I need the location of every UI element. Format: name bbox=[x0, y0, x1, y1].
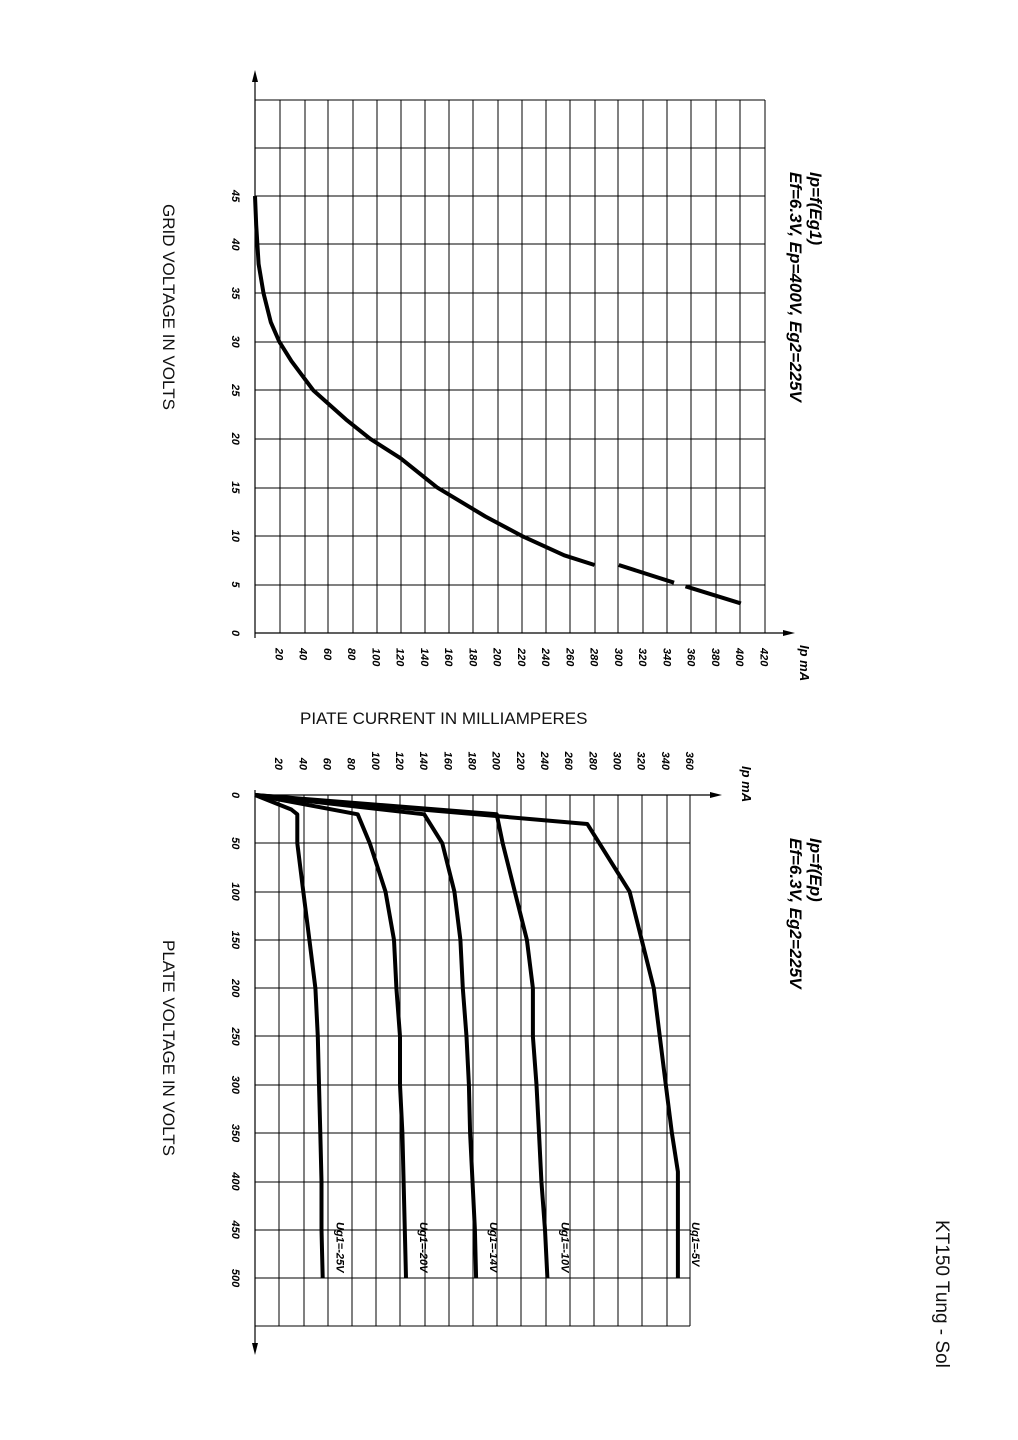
chart1-grid bbox=[254, 99, 766, 634]
c2-x-tick-label: 500 bbox=[229, 1269, 241, 1288]
chart1-x-ticks: 0 5 10 15 20 25 30 35 40 45 bbox=[229, 189, 241, 637]
chart1-subtitle: Ef=6.3V, Ep=400V, Eg2=225V bbox=[786, 172, 805, 403]
c2-series-label-0: Ug1=-5V bbox=[689, 1222, 701, 1268]
c2-y-tick-label: 280 bbox=[586, 751, 598, 771]
c2-y-tick-label: 340 bbox=[659, 752, 671, 771]
c1-y-tick-label: 160 bbox=[442, 648, 454, 667]
c2-series-label-3: Ug1=-20V bbox=[417, 1222, 429, 1274]
c2-series-label-4: Ug1=-25V bbox=[334, 1222, 346, 1274]
c2-y-tick-label: 300 bbox=[611, 752, 623, 771]
c1-x-axis-arrow-icon bbox=[252, 70, 258, 82]
c2-x-tick-label: 400 bbox=[229, 1171, 241, 1191]
c2-x-axis-arrow-icon bbox=[252, 1343, 258, 1355]
chart-ip-vs-grid-voltage: 0 5 10 15 20 25 30 35 40 45 20 40 60 80 100 120 140 160 1… bbox=[159, 70, 825, 681]
c1-y-tick-label: 260 bbox=[563, 647, 575, 667]
c2-y-tick-label: 100 bbox=[369, 752, 381, 771]
c2-series-line-2 bbox=[254, 793, 479, 1279]
c1-y-axis-arrow-icon bbox=[783, 630, 795, 636]
chart1-series bbox=[253, 195, 743, 606]
c1-series-line-1 bbox=[618, 563, 743, 606]
c1-y-tick-label: 240 bbox=[539, 647, 551, 667]
c1-y-tick-label: 420 bbox=[757, 647, 769, 667]
c2-y-tick-label: 260 bbox=[562, 751, 574, 771]
c2-y-tick-label: 180 bbox=[466, 752, 478, 771]
plate-current-label: PIATE CURRENT IN MILLIAMPERES bbox=[300, 709, 587, 728]
c1-y-tick-label: 200 bbox=[491, 647, 503, 667]
c1-x-tick-label: 10 bbox=[229, 530, 241, 543]
chart1-y-axis-unit: Ip mA bbox=[797, 645, 812, 681]
chart2-x-ticks: 0 50 100 150 200 250 300 350 400 450 500 bbox=[229, 792, 241, 1288]
c1-y-tick-label: 60 bbox=[321, 648, 333, 661]
c2-x-tick-label: 0 bbox=[229, 792, 241, 799]
c1-x-tick-label: 5 bbox=[229, 581, 241, 588]
c1-x-tick-label: 20 bbox=[229, 432, 241, 446]
c1-y-tick-label: 80 bbox=[345, 648, 357, 661]
c1-y-tick-label: 120 bbox=[394, 648, 406, 667]
c1-y-tick-label: 280 bbox=[588, 647, 600, 667]
c2-x-tick-label: 200 bbox=[229, 978, 241, 998]
c1-y-tick-label: 140 bbox=[418, 648, 430, 667]
c1-y-tick-label: 40 bbox=[297, 647, 309, 661]
chart1-y-ticks: 20 40 60 80 100 120 140 160 180 200 220 240 260 280 30… bbox=[272, 647, 769, 667]
c2-y-tick-label: 120 bbox=[393, 752, 405, 771]
c1-y-tick-label: 20 bbox=[272, 647, 284, 661]
c2-y-tick-label: 140 bbox=[417, 752, 429, 771]
chart1-axes bbox=[252, 70, 795, 638]
chart2-axes bbox=[252, 790, 722, 1355]
c2-x-tick-label: 50 bbox=[229, 837, 241, 850]
c1-y-tick-label: 180 bbox=[466, 648, 478, 667]
chart2-series: Ug1=-5V Ug1=-10V Ug1=-14V Ug1=-20V Ug1=-25V bbox=[254, 793, 701, 1279]
c2-y-tick-label: 200 bbox=[490, 751, 502, 771]
c1-x-tick-label: 40 bbox=[229, 237, 241, 251]
c2-y-tick-label: 160 bbox=[441, 752, 453, 771]
c1-y-tick-label: 320 bbox=[636, 648, 648, 667]
c2-series-line-0 bbox=[254, 793, 680, 1278]
c2-y-tick-label: 360 bbox=[683, 752, 695, 771]
c2-series-line-1 bbox=[254, 793, 550, 1279]
c2-series-line-3 bbox=[254, 793, 408, 1279]
c2-y-tick-label: 80 bbox=[345, 758, 357, 771]
c1-y-tick-label: 300 bbox=[612, 648, 624, 667]
c1-y-tick-label: 400 bbox=[733, 647, 745, 667]
chart2-y-axis-unit: Ip mA bbox=[739, 766, 754, 802]
c2-x-tick-label: 100 bbox=[229, 882, 241, 901]
c2-x-tick-label: 300 bbox=[229, 1076, 241, 1095]
brand-label: KT150 Tung - Sol bbox=[931, 1220, 952, 1368]
c2-y-tick-label: 60 bbox=[321, 758, 333, 771]
c1-y-tick-label: 360 bbox=[685, 648, 697, 667]
c2-y-tick-label: 40 bbox=[296, 757, 308, 771]
c1-y-tick-label: 220 bbox=[515, 647, 527, 667]
c2-y-axis-arrow-icon bbox=[710, 792, 722, 798]
c2-series-line-4 bbox=[254, 793, 325, 1279]
c2-x-tick-label: 450 bbox=[229, 1220, 241, 1240]
c2-series-label-1: Ug1=-10V bbox=[558, 1222, 570, 1274]
c2-y-tick-label: 20 bbox=[272, 757, 284, 771]
c2-y-tick-label: 240 bbox=[538, 751, 550, 771]
chart2-title: Ip=f(Ep) bbox=[806, 838, 825, 902]
c1-series-line-0 bbox=[253, 195, 596, 567]
c1-x-tick-label: 15 bbox=[229, 481, 241, 494]
c1-y-tick-label: 340 bbox=[660, 648, 672, 667]
c1-y-tick-label: 380 bbox=[709, 648, 721, 667]
chart2-subtitle: Ef=6.3V, Eg2=225V bbox=[786, 838, 805, 990]
chart2-x-axis-label: PLATE VOLTAGE IN VOLTS bbox=[159, 940, 178, 1156]
c2-series-label-2: Ug1=-14V bbox=[487, 1222, 499, 1274]
c1-x-tick-label: 45 bbox=[229, 189, 241, 203]
c1-y-tick-label: 100 bbox=[369, 648, 381, 667]
c2-x-tick-label: 350 bbox=[229, 1124, 241, 1143]
c2-x-tick-label: 250 bbox=[229, 1026, 241, 1046]
c1-x-tick-label: 25 bbox=[229, 383, 241, 397]
chart-ip-vs-plate-voltage: 0 50 100 150 200 250 300 350 400 450 500 20 40 60 80 1… bbox=[159, 751, 825, 1355]
c1-x-tick-label: 35 bbox=[229, 287, 241, 300]
c2-x-tick-label: 150 bbox=[229, 931, 241, 950]
c1-x-tick-label: 30 bbox=[229, 336, 241, 349]
c2-y-tick-label: 320 bbox=[635, 752, 647, 771]
c1-x-tick-label: 0 bbox=[229, 630, 241, 637]
chart1-title: Ip=f(Eg1) bbox=[806, 172, 825, 246]
chart2-y-ticks: 20 40 60 80 100 120 140 160 180 200 220 240 260 280 30… bbox=[272, 751, 695, 771]
c2-y-tick-label: 220 bbox=[514, 751, 526, 771]
chart1-x-axis-label: GRID VOLTAGE IN VOLTS bbox=[159, 204, 178, 410]
